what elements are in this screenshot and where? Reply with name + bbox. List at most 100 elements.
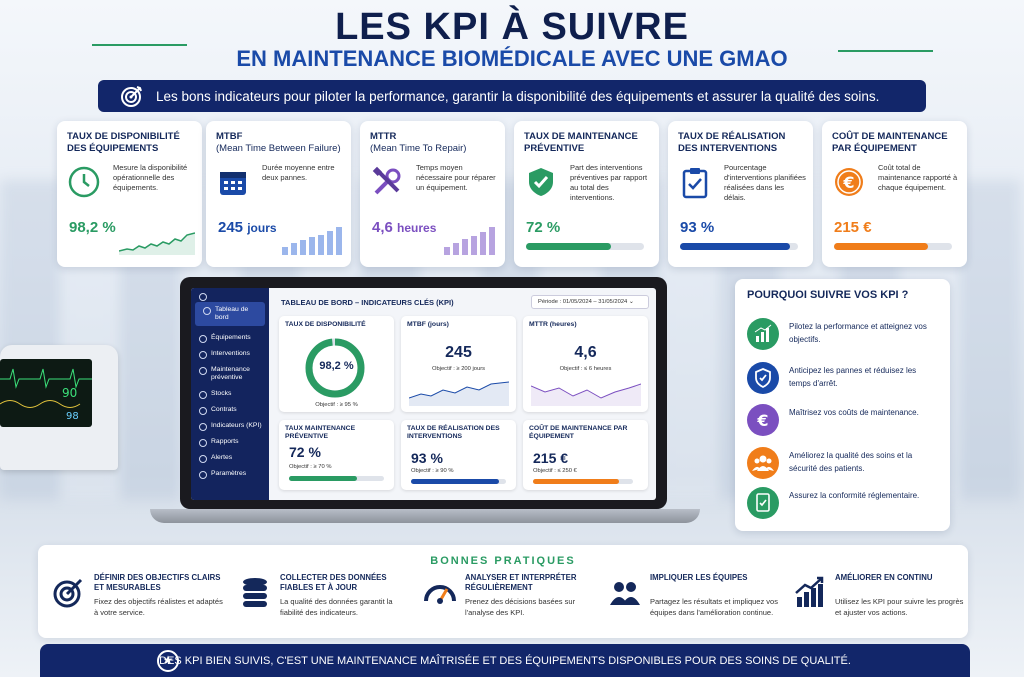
progress-bar	[680, 243, 798, 250]
card-value: 215 €	[533, 450, 569, 466]
people-icon	[747, 447, 779, 479]
practice-desc: Utilisez les KPI pour suivre les progrès…	[835, 597, 964, 617]
practice-title: DÉFINIR DES OBJECTIFS CLAIRS ET MESURABL…	[94, 573, 221, 592]
card-objective: Objectif : ≤ 250 €	[533, 468, 577, 474]
sidebar-item-dashboard[interactable]: Tableau de bord	[195, 302, 265, 326]
document-check-icon	[747, 487, 779, 519]
card-value: 4,6	[574, 344, 597, 361]
sidebar-item-kpi[interactable]: Indicateurs (KPI)	[191, 418, 269, 434]
svg-text:€: €	[756, 411, 768, 430]
sidebar-item-settings[interactable]: Paramètres	[191, 466, 269, 482]
sidebar-item-preventive[interactable]: Maintenance préventive	[191, 362, 269, 386]
euro-icon: €	[747, 404, 779, 436]
card-objective: Objectif : ≤ 6 heures	[559, 366, 612, 372]
practice-desc: La qualité des données garantit la fiabi…	[280, 597, 393, 617]
kpi-description: Part des interventions préventives par r…	[570, 163, 648, 202]
kpi-title-line2: DES ÉQUIPEMENTS	[67, 143, 159, 154]
card-objective: Objectif : ≥ 90 %	[411, 468, 454, 474]
why-item-text: Anticipez les pannes et réduisez les tem…	[789, 366, 917, 388]
svg-text:90: 90	[62, 386, 77, 400]
kpi-title: TAUX DE MAINTENANCE	[524, 131, 638, 142]
card-value: 72 %	[289, 444, 321, 460]
kpi-card-availability: TAUX DE DISPONIBILITÉ DES ÉQUIPEMENTS Me…	[57, 121, 202, 267]
kpi-description: Durée moyenne entre deux pannes.	[262, 163, 335, 182]
practice-item: ANALYSER ET INTERPRÉTER RÉGULIÈREMENT Pr…	[423, 573, 598, 633]
sidebar-item-interventions[interactable]: Interventions	[191, 346, 269, 362]
card-title: TAUX MAINTENANCE PRÉVENTIVE	[285, 425, 356, 440]
star-icon: ★	[157, 650, 179, 672]
tagline-banner: Les bons indicateurs pour piloter la per…	[98, 80, 926, 112]
kpi-title: MTTR	[370, 131, 397, 142]
patient-monitor-image: 90 98	[0, 345, 118, 470]
practice-item: DÉFINIR DES OBJECTIFS CLAIRS ET MESURABL…	[52, 573, 227, 633]
why-item-text: Pilotez la performance et atteignez vos …	[789, 322, 927, 344]
why-item-text: Assurez la conformité réglementaire.	[789, 491, 920, 500]
practice-item: IMPLIQUER LES ÉQUIPES Partagez les résul…	[608, 573, 783, 633]
practice-title: COLLECTER DES DONNÉES FIABLES ET À JOUR	[280, 573, 387, 592]
card-title: TAUX DE DISPONIBILITÉ	[285, 321, 366, 328]
why-item: Assurez la conformité réglementaire.	[747, 484, 942, 524]
card-value: 93 %	[411, 450, 443, 466]
card-title: TAUX DE RÉALISATION DES INTERVENTIONS	[407, 425, 500, 440]
svg-text:98: 98	[66, 411, 79, 422]
kpi-value: 245	[218, 219, 244, 236]
progress-bar	[834, 243, 952, 250]
kpi-unit: heures	[397, 221, 437, 235]
card-objective: Objectif : ≥ 95 %	[315, 402, 358, 408]
target-icon	[53, 578, 83, 608]
sidebar-item-equipment[interactable]: Équipements	[191, 330, 269, 346]
tools-icon	[372, 166, 401, 195]
bar-sparkline	[282, 227, 342, 255]
kpi-value: 98,2 %	[69, 219, 116, 236]
why-kpi-panel: POURQUOI SUIVRE VOS KPI ? Pilotez la per…	[735, 279, 950, 531]
card-objective: Objectif : ≥ 70 %	[289, 464, 332, 470]
dash-card-cost: COÛT DE MAINTENANCE PAR ÉQUIPEMENT 215 €…	[523, 420, 648, 490]
practice-desc: Prenez des décisions basées sur l'analys…	[465, 597, 576, 617]
card-title: COÛT DE MAINTENANCE PAR ÉQUIPEMENT	[529, 425, 628, 440]
sidebar-item-reports[interactable]: Rapports	[191, 434, 269, 450]
bar-sparkline	[444, 227, 495, 255]
kpi-title: COÛT DE MAINTENANCE	[832, 131, 948, 142]
practice-item: AMÉLIORER EN CONTINU Utilisez les KPI po…	[793, 573, 968, 633]
kpi-description: Coût total de maintenance rapporté à cha…	[878, 163, 958, 192]
kpi-card-preventive: TAUX DE MAINTENANCE PRÉVENTIVE Part des …	[514, 121, 659, 267]
title-rule-left	[92, 44, 187, 46]
clock-icon	[68, 166, 100, 198]
sidebar-item-contracts[interactable]: Contrats	[191, 402, 269, 418]
card-title: MTBF (jours)	[407, 321, 449, 328]
target-icon	[121, 86, 142, 107]
kpi-value: 72 %	[526, 219, 561, 236]
kpi-title: MTBF	[216, 131, 243, 142]
sidebar-item-stocks[interactable]: Stocks	[191, 386, 269, 402]
practice-desc: Fixez des objectifs réalistes et adaptés…	[94, 597, 223, 617]
section-title: BONNES PRATIQUES	[430, 555, 576, 567]
period-value: Période : 01/05/2024 – 31/05/2024	[538, 299, 628, 305]
trend-line	[409, 381, 509, 406]
practice-item: COLLECTER DES DONNÉES FIABLES ET À JOUR …	[238, 573, 413, 633]
svg-text:€: €	[842, 173, 854, 192]
trend-line	[531, 383, 641, 406]
kpi-value: 4,6	[372, 219, 393, 236]
kpi-card-completion: TAUX DE RÉALISATION DES INTERVENTIONS Po…	[668, 121, 813, 267]
donut-gauge	[305, 338, 365, 398]
kpi-title-line2: PRÉVENTIVE	[524, 143, 585, 154]
panel-title: POURQUOI SUIVRE VOS KPI ?	[747, 289, 909, 301]
dashboard-screen: Tableau de bord Équipements Intervention…	[191, 288, 656, 500]
period-select[interactable]: Période : 01/05/2024 – 31/05/2024 ⌄	[531, 295, 649, 309]
sidebar-item-alerts[interactable]: Alertes	[191, 450, 269, 466]
clipboard-check-icon	[682, 168, 708, 199]
kpi-description: Mesure la disponibilité opérationnelle d…	[113, 163, 188, 192]
progress-bar	[526, 243, 644, 250]
practice-title: AMÉLIORER EN CONTINU	[835, 573, 933, 582]
dash-card-mttr: MTTR (heures) 4,6 Objectif : ≤ 6 heures	[523, 316, 648, 412]
kpi-card-cost: COÛT DE MAINTENANCE PAR ÉQUIPEMENT € Coû…	[822, 121, 967, 267]
kpi-title: TAUX DE DISPONIBILITÉ	[67, 131, 180, 142]
why-item-text: Améliorez la qualité des soins et la séc…	[789, 451, 913, 473]
euro-icon: €	[835, 168, 863, 196]
page-title: LES KPI À SUIVRE	[335, 6, 689, 48]
title-rule-right	[838, 50, 933, 52]
chart-icon	[747, 318, 779, 350]
card-value: 245	[445, 344, 472, 361]
shield-icon	[747, 362, 779, 394]
dash-card-completion: TAUX DE RÉALISATION DES INTERVENTIONS 93…	[401, 420, 516, 490]
